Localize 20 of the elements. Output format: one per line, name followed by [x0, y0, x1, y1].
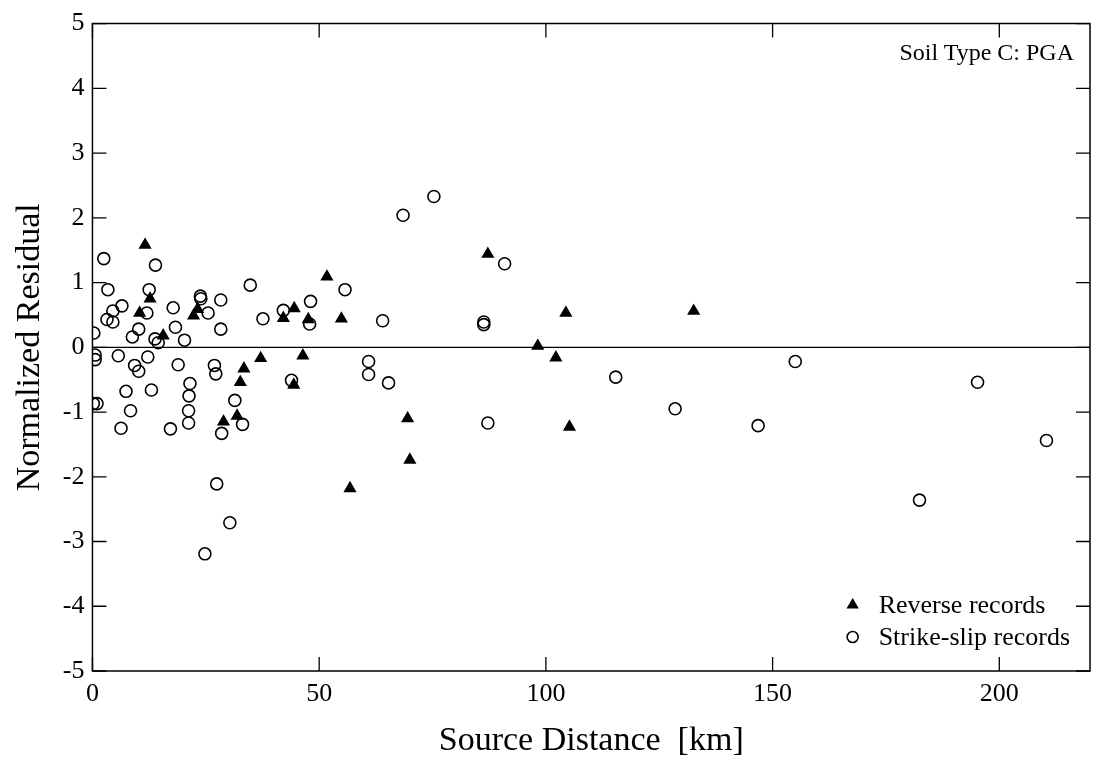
- y-tick-label: -2: [62, 460, 85, 490]
- x-tick-label: 200: [979, 678, 1019, 708]
- x-tick-label: 100: [526, 678, 566, 708]
- y-tick-label: 1: [71, 266, 85, 296]
- legend-label: Reverse records: [878, 589, 1046, 619]
- x-tick-label: 50: [306, 678, 333, 708]
- y-tick-label: -3: [62, 525, 85, 555]
- x-tick-label: 150: [753, 678, 793, 708]
- legend-label: Strike-slip records: [878, 621, 1070, 651]
- y-tick-label: 3: [71, 136, 85, 166]
- y-tick-label: 2: [71, 201, 85, 231]
- y-axis-title: Normalized Residual: [9, 203, 47, 492]
- y-tick-label: 4: [71, 72, 85, 102]
- y-tick-label: 5: [71, 7, 85, 37]
- annotation: Soil Type C: PGA: [899, 38, 1075, 65]
- x-axis-title: Source Distance [km]: [438, 719, 744, 757]
- y-tick-label: 0: [71, 331, 85, 361]
- y-tick-label: -4: [62, 590, 85, 620]
- y-tick-label: -1: [62, 395, 85, 425]
- y-tick-label: -5: [62, 654, 85, 684]
